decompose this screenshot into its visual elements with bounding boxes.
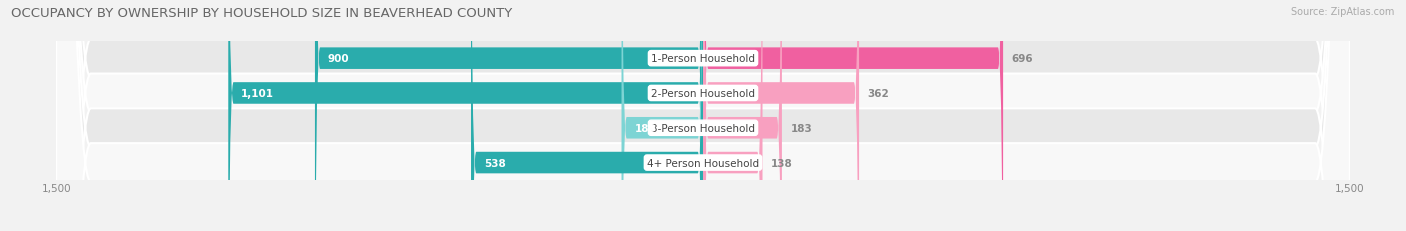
FancyBboxPatch shape <box>471 0 703 231</box>
Text: Source: ZipAtlas.com: Source: ZipAtlas.com <box>1291 7 1395 17</box>
Text: 138: 138 <box>770 158 793 168</box>
FancyBboxPatch shape <box>703 0 782 231</box>
Text: 3-Person Household: 3-Person Household <box>651 123 755 133</box>
FancyBboxPatch shape <box>703 0 1002 231</box>
Text: 189: 189 <box>634 123 657 133</box>
FancyBboxPatch shape <box>56 0 1350 231</box>
FancyBboxPatch shape <box>621 0 703 231</box>
Text: 1,101: 1,101 <box>242 88 274 99</box>
Text: 696: 696 <box>1012 54 1033 64</box>
FancyBboxPatch shape <box>56 0 1350 231</box>
FancyBboxPatch shape <box>703 0 762 231</box>
FancyBboxPatch shape <box>56 0 1350 231</box>
Text: 2-Person Household: 2-Person Household <box>651 88 755 99</box>
FancyBboxPatch shape <box>315 0 703 231</box>
Text: 362: 362 <box>868 88 890 99</box>
FancyBboxPatch shape <box>56 0 1350 231</box>
Text: 900: 900 <box>328 54 350 64</box>
FancyBboxPatch shape <box>228 0 703 231</box>
Text: 4+ Person Household: 4+ Person Household <box>647 158 759 168</box>
FancyBboxPatch shape <box>703 0 859 231</box>
Text: 1-Person Household: 1-Person Household <box>651 54 755 64</box>
Text: OCCUPANCY BY OWNERSHIP BY HOUSEHOLD SIZE IN BEAVERHEAD COUNTY: OCCUPANCY BY OWNERSHIP BY HOUSEHOLD SIZE… <box>11 7 513 20</box>
Text: 538: 538 <box>484 158 506 168</box>
Text: 183: 183 <box>790 123 813 133</box>
